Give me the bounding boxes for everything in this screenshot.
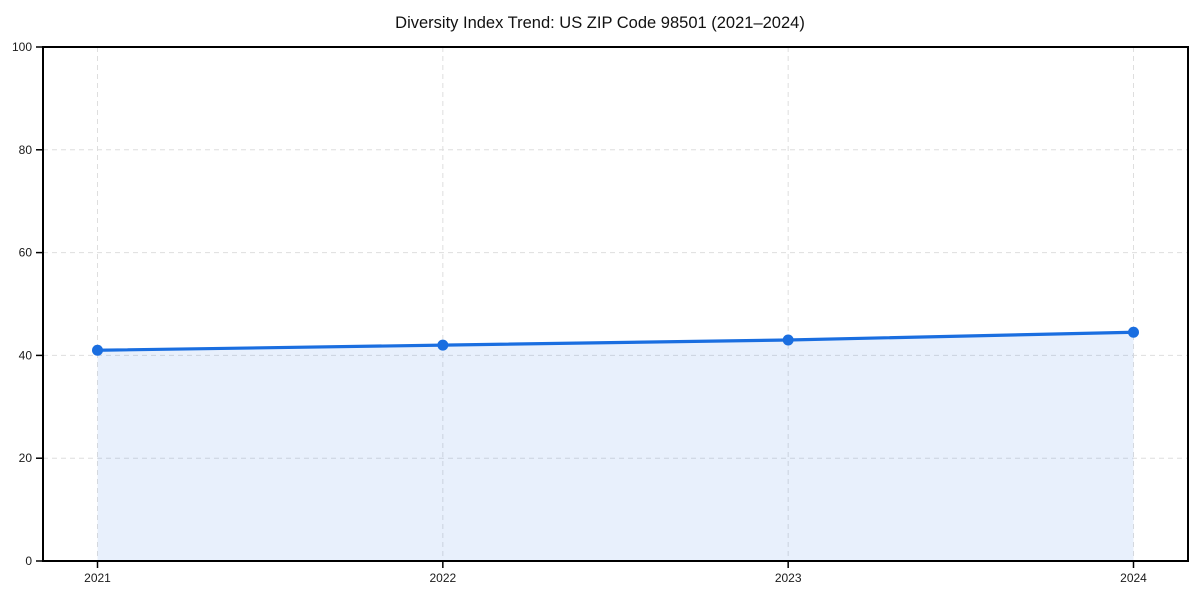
y-tick-label: 20 <box>19 451 33 465</box>
y-tick-label: 80 <box>19 143 33 157</box>
data-point-2024 <box>1128 326 1139 338</box>
plot-border <box>42 46 1189 562</box>
y-tick-label: 100 <box>12 40 32 54</box>
x-tick-label: 2024 <box>1120 571 1147 585</box>
chart-title: Diversity Index Trend: US ZIP Code 98501… <box>395 14 805 32</box>
x-tick-label: 2022 <box>429 571 456 585</box>
y-tick-label: 0 <box>25 554 32 568</box>
trend-line <box>95 330 1136 352</box>
data-point-2021 <box>92 344 103 356</box>
area-fill <box>97 332 1134 561</box>
data-point-2023 <box>782 334 794 346</box>
x-tick-label: 2021 <box>84 571 111 585</box>
y-tick-label: 60 <box>19 246 33 260</box>
data-point-2022 <box>437 339 449 351</box>
x-tick-label: 2023 <box>775 571 802 585</box>
y-tick-label: 40 <box>19 348 33 362</box>
